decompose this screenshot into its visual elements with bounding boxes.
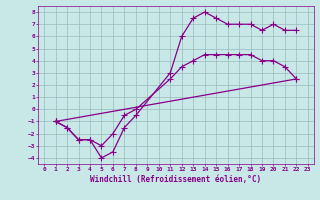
X-axis label: Windchill (Refroidissement éolien,°C): Windchill (Refroidissement éolien,°C) xyxy=(91,175,261,184)
